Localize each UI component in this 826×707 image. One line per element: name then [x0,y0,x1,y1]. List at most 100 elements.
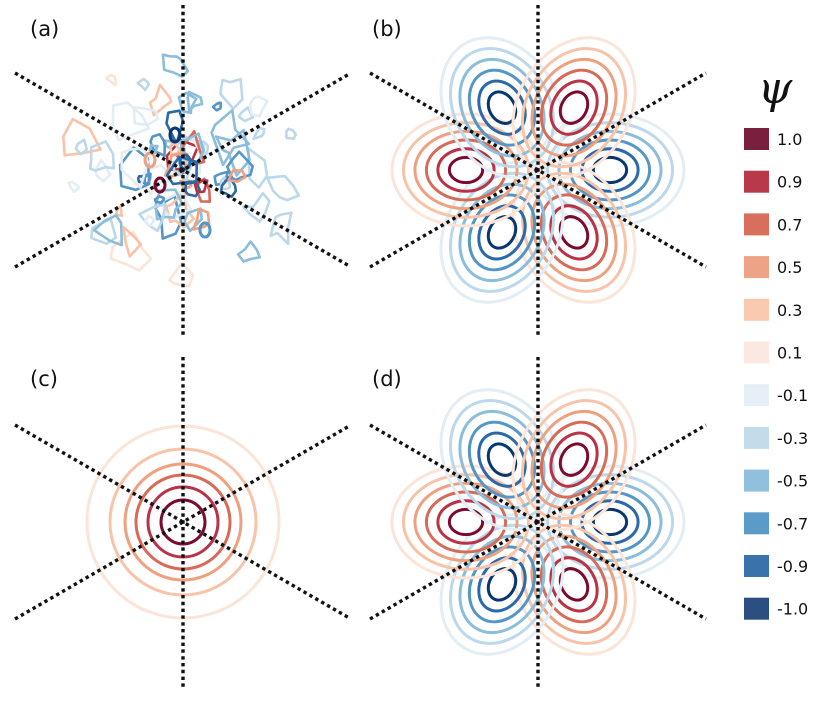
noise-contour [111,101,151,142]
contour-line [486,567,518,602]
noise-contour [149,133,166,157]
noise-peak [198,221,212,239]
colorbar-swatch [744,426,769,449]
contour-line [486,215,518,250]
noise-contour [88,140,116,172]
contour-line [447,155,485,185]
noise-contour [136,77,151,92]
colorbar-tick-label: -0.3 [777,429,808,448]
noise-contour [219,176,232,191]
panel-c: (c) [14,357,351,690]
contour-line [436,147,496,193]
noise-contour [92,214,123,247]
contour-line [580,499,640,545]
contour-line [530,409,618,510]
noise-contour [61,117,102,157]
symmetry-axes [369,357,707,690]
colorbar-title: ψ [758,63,793,114]
contour-line [557,481,663,563]
colorbar-tick-label: -0.1 [777,386,808,405]
noise-contour [67,180,81,193]
noise-contour [211,101,222,112]
contour-line [580,147,640,193]
contour-line [458,182,546,283]
noise-contour [214,128,251,177]
contour-line [591,155,629,185]
noise-contour [227,169,247,183]
noisy-contours [61,53,301,288]
noise-contour [197,140,210,155]
contour-line [530,182,618,283]
noise-contour [104,74,117,87]
noise-contour [148,83,173,117]
contour-line [520,47,628,169]
lobe-2 [439,512,565,656]
noise-peak [178,153,192,171]
noise-contour [168,261,195,288]
panel-a: (a) [14,5,351,335]
contour-line [549,556,599,613]
colorbar-tick-label: 0.7 [777,215,802,234]
noise-contour [186,90,204,112]
colorbar-tick-label: -0.5 [777,472,808,491]
noise-contour [265,174,301,202]
contour-line [413,481,519,563]
contour-line [520,399,628,521]
colorbar-tick-label: -1.0 [777,600,808,619]
contour-line [477,431,527,488]
panel-label: (a) [30,17,59,41]
axis-diagonal-up [14,72,351,269]
noise-contour [120,147,150,189]
contour-line [436,499,496,545]
colorbar-tick-label: -0.7 [777,514,808,533]
symmetry-axes [14,5,351,335]
noise-contour [285,127,298,140]
noise-peak [153,176,167,194]
contour-line [549,79,599,136]
noise-contour [161,53,190,78]
panel-d: (d) [369,357,707,690]
colorbar-swatch [744,213,769,236]
noise-contour [143,214,156,227]
noise-contour [236,240,262,263]
noise-contour [74,138,89,156]
noise-contour [242,191,271,223]
panel-label: (c) [30,367,58,391]
noise-contour [237,106,255,123]
noise-contour [226,150,254,182]
noise-contour [132,106,160,127]
ring-contour [123,462,243,582]
colorbar-swatch [744,512,769,535]
panels: (a) (b) (c) (d) [14,5,707,690]
contour-line [447,507,485,537]
colorbar-swatch [744,341,769,364]
noise-contour [153,195,165,204]
contour-line [591,507,629,537]
contour-line [530,534,618,635]
colorbar-tick-label: -0.9 [777,557,808,576]
panel-label: (b) [372,17,402,41]
contour-line [549,431,599,488]
contour-line [458,534,546,635]
noise-peak [168,126,182,144]
contour-line [539,68,609,147]
contour-line [558,442,590,477]
noise-contour [192,207,211,231]
noise-contour [252,126,266,141]
contour-line [458,57,546,158]
contour-line [486,90,518,125]
colorbar-swatch [744,384,769,407]
colorbar-swatch [744,128,769,150]
colorbar-swatch [744,170,769,193]
noise-contour [122,225,143,258]
contour-line [413,129,519,211]
contour-line [539,420,609,499]
noise-contour [210,109,251,167]
colorbar-tick-label: 0.5 [777,258,802,277]
symmetry-axes [369,5,707,335]
contour-line [486,442,518,477]
noise-contour [148,143,159,154]
noise-contour [177,91,198,115]
lobe-1 [511,160,637,304]
colorbar-swatch [744,298,769,321]
